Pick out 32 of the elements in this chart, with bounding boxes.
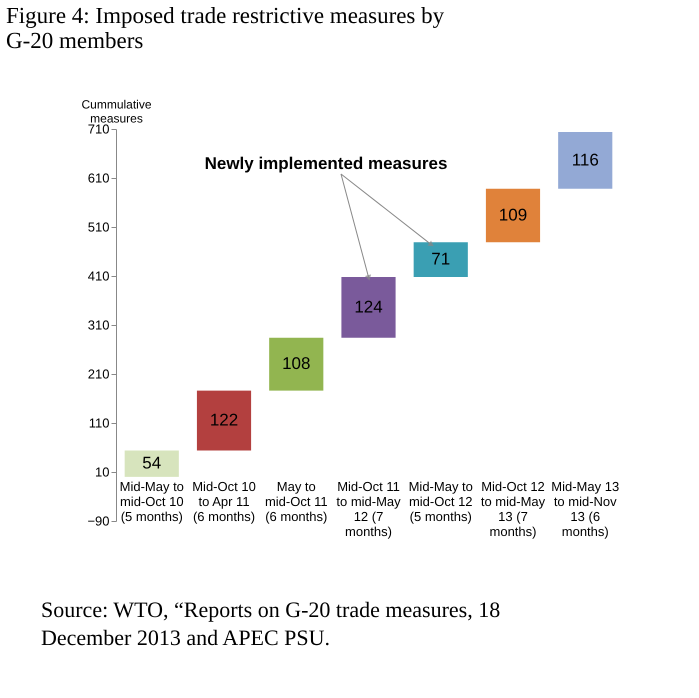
data-label: 124 — [354, 297, 383, 316]
y-tick-label: −90 — [87, 514, 110, 528]
x-tick-label: Mid-May to mid-Oct 10 (5 months) — [120, 478, 184, 524]
data-label: 122 — [210, 410, 238, 430]
bar — [124, 450, 179, 477]
chart-title: Figure 4: Imposed trade restrictive measures by G-20 members — [6, 3, 445, 53]
source-note: Source: WTO, “Reports on G-20 trade measures, 18 December 2013 and APEC PSU. — [41, 597, 500, 650]
bar — [196, 390, 252, 450]
x-tick-label: May to mid-Oct 11 (6 months) — [264, 478, 328, 524]
annotation: Newly implemented measures — [204, 154, 448, 173]
bar — [558, 132, 612, 189]
data-label: 54 — [142, 454, 162, 473]
y-tick-label: 10 — [95, 464, 110, 480]
bar — [486, 188, 540, 242]
y-tick-label: 110 — [88, 416, 110, 430]
bar — [341, 276, 396, 338]
y-tick-label: 610 — [88, 170, 110, 186]
x-tick-label: Mid-May to mid-Oct 12 (5 months) — [408, 478, 473, 524]
y-tick-label: 510 — [88, 220, 110, 234]
data-label: 71 — [431, 250, 450, 269]
bar — [269, 338, 324, 391]
x-tick-label: Mid-Oct 12 to mid-May 13 (7 months) — [480, 478, 546, 539]
data-label: 108 — [282, 354, 310, 374]
x-tick-label: Mid-Oct 10 to Apr 11 (6 months) — [192, 478, 256, 524]
data-label: 116 — [572, 150, 599, 170]
y-tick-label: 410 — [88, 268, 110, 284]
y-tick-label: 210 — [88, 366, 110, 382]
data-label: 109 — [498, 205, 528, 224]
x-tick-label: Mid-Oct 11 to mid-May 12 (7 months) — [336, 478, 402, 539]
y-tick-label: 310 — [88, 318, 110, 332]
bar — [414, 242, 468, 277]
x-tick-label: Mid-May 13 to mid-Nov 13 (6 months) — [551, 478, 620, 539]
